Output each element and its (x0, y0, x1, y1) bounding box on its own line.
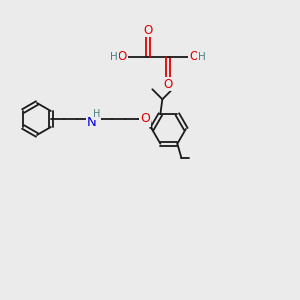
Text: O: O (189, 50, 198, 64)
Text: H: H (198, 52, 206, 62)
Text: O: O (164, 77, 172, 91)
Text: O: O (143, 23, 153, 37)
Text: O: O (118, 50, 127, 64)
Text: H: H (110, 52, 118, 62)
Text: O: O (140, 112, 150, 125)
Text: N: N (87, 116, 97, 128)
Text: H: H (93, 109, 100, 119)
